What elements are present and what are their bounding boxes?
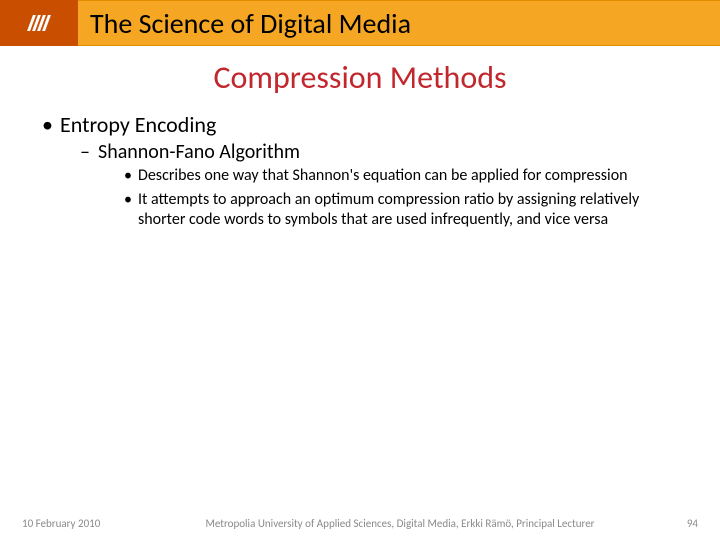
slide: The Science of Digital Media Compression… <box>0 0 720 540</box>
bullet-lvl3b-text: It attempts to approach an optimum compr… <box>138 190 639 229</box>
footer-page: 94 <box>658 517 698 530</box>
footer-date: 10 February 2010 <box>22 517 142 530</box>
header-bar: The Science of Digital Media <box>0 0 720 46</box>
slide-subtitle: Compression Methods <box>0 58 720 97</box>
bullet-lvl3: Describes one way that Shannon's equatio… <box>124 166 690 186</box>
bullet-lvl3: It attempts to approach an optimum compr… <box>124 190 690 230</box>
footer: 10 February 2010 Metropolia University o… <box>0 517 720 530</box>
content-area: Entropy Encoding Shannon-Fano Algorithm … <box>0 97 720 540</box>
bullet-lvl2: Shannon-Fano Algorithm Describes one way… <box>80 140 690 230</box>
subtitle-row: Compression Methods <box>0 46 720 97</box>
title-box: The Science of Digital Media <box>78 0 720 46</box>
slide-title: The Science of Digital Media <box>90 6 411 41</box>
bullet-lvl2-text: Shannon-Fano Algorithm <box>98 140 300 164</box>
bullet-lvl1-text: Entropy Encoding <box>60 111 216 138</box>
logo-bars-icon <box>27 15 51 31</box>
logo-box <box>0 0 78 46</box>
footer-org: Metropolia University of Applied Science… <box>142 517 658 530</box>
bullet-lvl3a-text: Describes one way that Shannon's equatio… <box>138 166 628 185</box>
bullet-lvl1: Entropy Encoding Shannon-Fano Algorithm … <box>42 111 690 230</box>
